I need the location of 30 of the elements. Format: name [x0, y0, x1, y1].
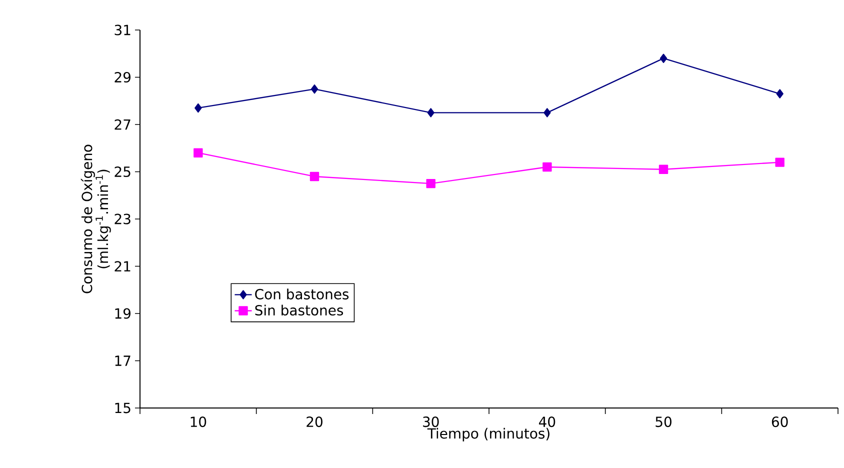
x-axis-title: Tiempo (minutos) [427, 428, 550, 442]
point [658, 164, 668, 174]
legend-label: Con bastones [255, 288, 349, 300]
point [426, 178, 436, 188]
x-tick-label: 60 [772, 416, 788, 428]
point [194, 148, 203, 158]
point [310, 84, 318, 94]
y-tick-label: 19 [115, 308, 130, 319]
point [542, 162, 552, 172]
y-tick-label: 21 [114, 261, 130, 272]
x-tick-label: 10 [190, 416, 206, 428]
y-tick-label: 23 [114, 214, 130, 224]
y-tick-label: 25 [114, 166, 130, 178]
legend-label: Sin bastones [255, 304, 344, 316]
point [427, 108, 434, 118]
x-tick-label: 50 [656, 416, 672, 428]
point [544, 108, 551, 118]
y-tick-label: 15 [115, 402, 130, 414]
point [776, 89, 784, 98]
x-tick-label: 30 [423, 416, 439, 428]
x-tick-label: 40 [538, 416, 556, 428]
y-tick-label: 29 [114, 72, 130, 83]
x-tick-label: 20 [306, 416, 322, 428]
y-tick-label: 31 [114, 24, 130, 36]
y-tick-label: 27 [114, 119, 130, 130]
point [775, 158, 784, 167]
y-tick-label: 17 [115, 356, 130, 366]
point [194, 103, 202, 113]
point [310, 172, 320, 182]
point [660, 54, 668, 63]
